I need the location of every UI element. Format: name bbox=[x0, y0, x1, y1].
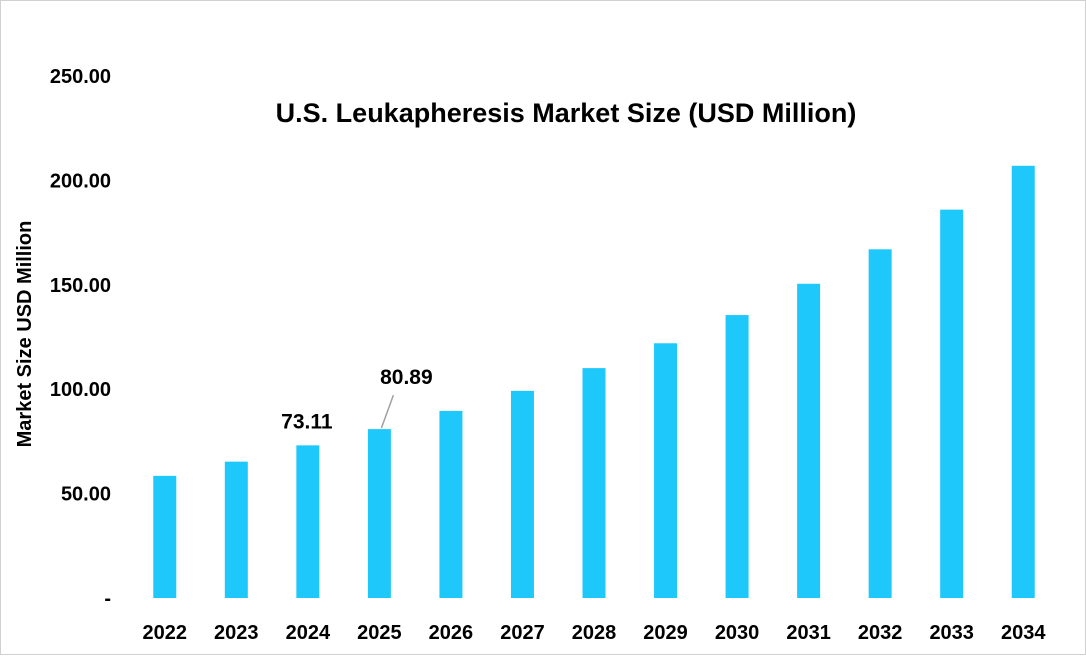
bar-2024 bbox=[296, 445, 320, 598]
data-label-leader-line bbox=[380, 394, 395, 429]
y-axis-title: Market Size USD Million bbox=[14, 221, 36, 448]
data-label: 73.11 bbox=[281, 410, 333, 433]
x-tick-label: 2029 bbox=[643, 622, 688, 644]
bar-2032 bbox=[868, 249, 892, 598]
y-tick-label: 50.00 bbox=[61, 484, 111, 506]
bars bbox=[153, 165, 1035, 598]
chart-title: U.S. Leukapheresis Market Size (USD Mill… bbox=[276, 98, 857, 128]
x-tick-label: 2033 bbox=[929, 622, 974, 644]
x-tick-label: 2030 bbox=[715, 622, 760, 644]
y-axis: - 50.00 100.00 150.00 200.00 250.00 bbox=[50, 66, 111, 610]
x-tick-label: 2022 bbox=[143, 622, 188, 644]
y-tick-label: 150.00 bbox=[50, 275, 111, 297]
bar-2026 bbox=[439, 410, 463, 598]
bar-2023 bbox=[224, 461, 248, 598]
x-tick-label: 2028 bbox=[572, 622, 617, 644]
bar-2034 bbox=[1011, 165, 1035, 598]
x-tick-label: 2031 bbox=[786, 622, 831, 644]
y-tick-label: 250.00 bbox=[50, 66, 111, 88]
x-tick-label: 2025 bbox=[357, 622, 402, 644]
bar-2029 bbox=[654, 343, 678, 598]
data-label: 80.89 bbox=[380, 366, 433, 389]
bar-2031 bbox=[797, 283, 821, 598]
bar-2028 bbox=[582, 368, 606, 598]
x-tick-label: 2026 bbox=[429, 622, 474, 644]
x-axis: 2022 2023 2024 2025 2026 2027 2028 2029 2030 2031… bbox=[143, 622, 1047, 644]
bar-2027 bbox=[510, 390, 534, 598]
bar-2030 bbox=[725, 315, 749, 598]
y-tick-label: 100.00 bbox=[50, 379, 111, 401]
x-tick-label: 2032 bbox=[858, 622, 903, 644]
x-tick-label: 2023 bbox=[214, 622, 259, 644]
x-tick-label: 2034 bbox=[1001, 622, 1046, 644]
data-labels: 73.11 80.89 bbox=[281, 366, 433, 433]
x-tick-label: 2024 bbox=[286, 622, 331, 644]
y-tick-label: - bbox=[104, 588, 111, 610]
bar-2033 bbox=[940, 209, 964, 598]
bar-2025 bbox=[367, 429, 391, 598]
bar-2022 bbox=[153, 475, 177, 598]
y-tick-label: 200.00 bbox=[50, 170, 111, 192]
x-tick-label: 2027 bbox=[500, 622, 545, 644]
